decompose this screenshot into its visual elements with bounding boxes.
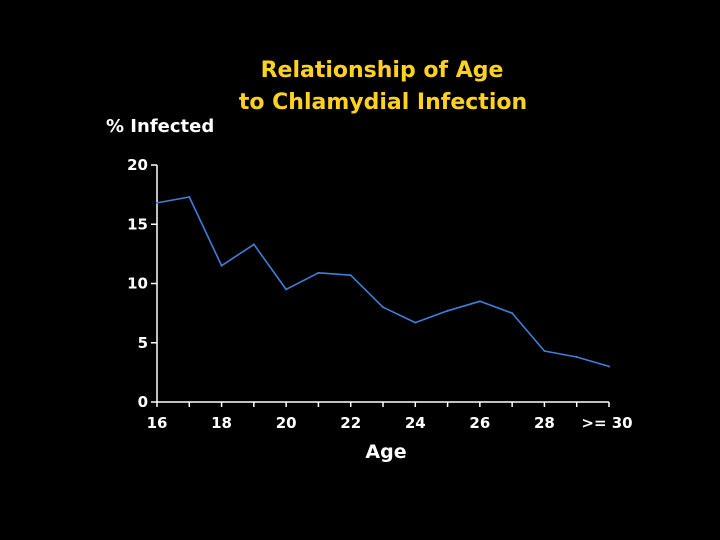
data-point [382, 306, 384, 309]
y-tick-label: 15 [127, 215, 148, 233]
data-points [156, 195, 610, 368]
x-tick-label: >= 30 [581, 414, 632, 432]
data-point [156, 201, 158, 204]
x-tick-label: 18 [211, 414, 232, 432]
data-point [188, 195, 191, 198]
data-point [543, 350, 546, 353]
y-axis-label: % Infected [106, 116, 214, 137]
data-point [414, 321, 417, 324]
x-axis-label: Age [365, 441, 406, 463]
data-point [317, 271, 320, 274]
x-tick-label: 26 [469, 414, 490, 432]
x-tick-label: 20 [276, 414, 297, 432]
data-point [220, 264, 223, 267]
x-tick-label: 28 [534, 414, 555, 432]
data-point [349, 274, 352, 277]
data-point [285, 288, 288, 291]
data-point [575, 355, 578, 358]
data-point [608, 365, 610, 368]
data-point [478, 300, 481, 303]
infection-rate-line [156, 196, 610, 368]
y-tick-label: 5 [138, 334, 148, 352]
data-point [252, 243, 255, 246]
x-axis-ticks: 16 18 20 22 24 26 28 >= 30 [147, 402, 633, 432]
x-tick-label: 22 [340, 414, 361, 432]
x-tick-label: 24 [405, 414, 426, 432]
data-point [446, 309, 449, 312]
y-axis-ticks: 0 5 10 15 20 [127, 156, 157, 411]
data-point [511, 312, 514, 315]
chart-title-line-1: Relationship of Age [261, 58, 504, 83]
y-tick-label: 20 [127, 156, 148, 174]
x-tick-label: 16 [147, 414, 168, 432]
chart-title-line-2: to Chlamydial Infection [239, 90, 527, 115]
y-tick-label: 10 [127, 275, 148, 293]
y-tick-label: 0 [138, 393, 148, 411]
